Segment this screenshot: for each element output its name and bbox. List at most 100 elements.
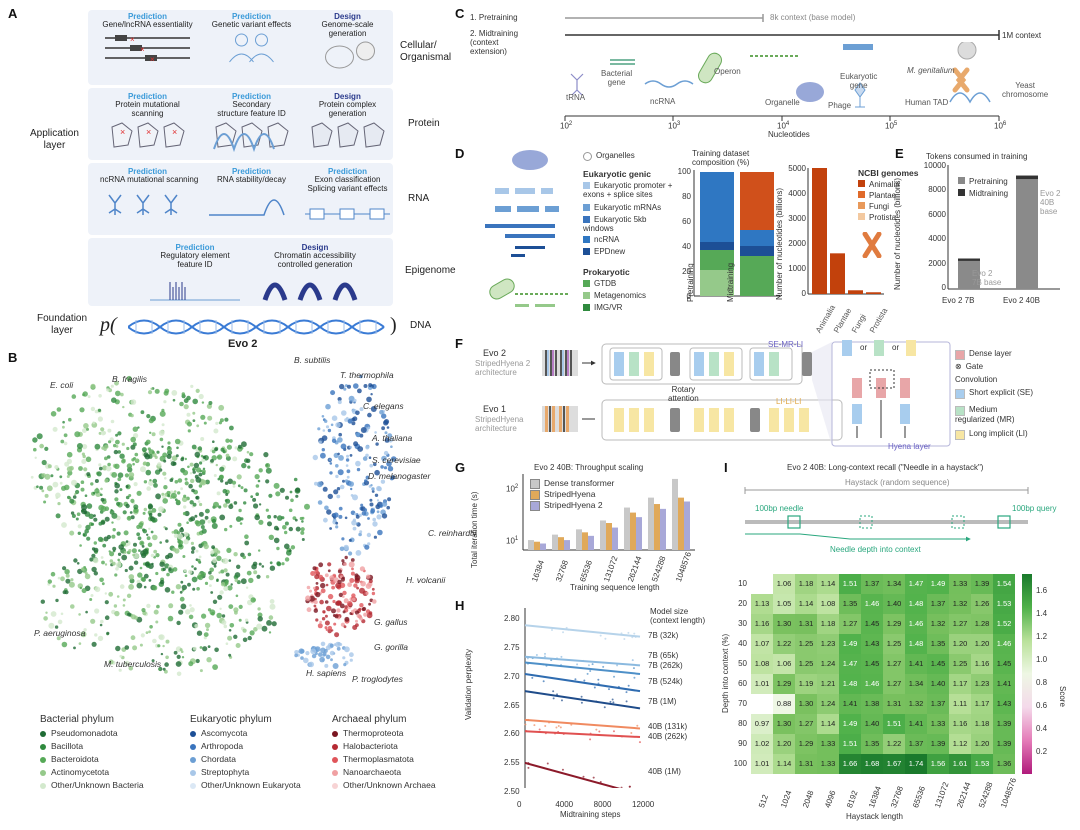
- umap-point: [201, 613, 207, 619]
- stack-mid-ncrna: [740, 246, 774, 256]
- umap-point: [294, 653, 298, 658]
- umap-point: [349, 578, 355, 583]
- legend-text: Eukaryotic promoter + exons + splice sit…: [583, 181, 673, 199]
- umap-point: [348, 551, 353, 556]
- tp-tick-1: 102: [506, 484, 518, 494]
- umap-point: [116, 531, 121, 536]
- gate-icon: ⊗: [955, 362, 962, 371]
- heatmap-cell: 1.54: [993, 574, 1015, 594]
- umap-point: [146, 603, 151, 609]
- perplexity-chart: [524, 608, 641, 788]
- pp-point: [574, 678, 577, 681]
- or-label-1: or: [860, 343, 868, 352]
- umap-point: [48, 622, 55, 629]
- umap-point: [337, 569, 342, 574]
- scale-item-9: Human TAD: [905, 98, 949, 107]
- umap-point: [293, 477, 298, 482]
- umap-point: [366, 396, 372, 403]
- pp-point: [623, 637, 626, 640]
- umap-point: [228, 653, 232, 657]
- umap-point: [141, 545, 145, 548]
- umap-point: [340, 443, 347, 450]
- umap-point: [384, 437, 390, 443]
- umap-point: [110, 384, 114, 388]
- umap-point: [117, 477, 122, 482]
- umap-point: [205, 508, 210, 514]
- pp-point: [628, 785, 631, 788]
- umap-point: [106, 631, 110, 635]
- legend-text: StripedHyena 2: [544, 500, 603, 510]
- umap-point: [359, 374, 363, 379]
- umap-point: [319, 656, 325, 663]
- row-label-cellular: Cellular/ Organismal: [400, 40, 452, 63]
- umap-point: [129, 578, 135, 584]
- pp-point: [531, 676, 534, 679]
- umap-point: [152, 585, 158, 591]
- ncbi-bar-fungi: [848, 290, 863, 294]
- umap-point: [209, 567, 214, 573]
- umap-point: [176, 654, 181, 659]
- umap-point: [246, 570, 252, 576]
- umap-point: [233, 501, 238, 505]
- comp-tick-3: 40: [682, 242, 691, 251]
- species-label-2: B. fragilis: [112, 374, 147, 384]
- umap-point: [202, 455, 206, 459]
- legend-item-label: Bacteroidota: [51, 754, 99, 764]
- umap-point: [189, 604, 192, 607]
- stack-mid-gtdb: [740, 256, 774, 296]
- legend-euk-2: Eukaryotic 5kb windows: [583, 215, 646, 234]
- heatmap-cell: 1.48: [905, 634, 927, 654]
- pp-point: [593, 686, 596, 689]
- umap-point: [50, 474, 54, 478]
- umap-point: [157, 644, 161, 648]
- umap-point: [300, 656, 304, 660]
- umap-point: [219, 607, 222, 610]
- umap-point: [117, 558, 120, 562]
- c-tick-base: 10: [560, 121, 569, 131]
- pp-point: [632, 667, 635, 670]
- umap-point: [52, 481, 59, 488]
- nucleotides-axis-label: Nucleotides: [768, 130, 810, 139]
- heatmap-cell: 1.16: [949, 714, 971, 734]
- cbar-tick-7: 0.2: [1036, 747, 1048, 756]
- umap-point: [143, 452, 149, 458]
- umap-point: [258, 562, 262, 566]
- umap-point: [133, 433, 139, 439]
- umap-point: [79, 586, 83, 590]
- cbar-tick-5: 0.6: [1036, 701, 1048, 710]
- umap-point: [130, 635, 136, 641]
- umap-point: [330, 423, 334, 427]
- umap-point: [367, 412, 372, 418]
- umap-point: [370, 406, 377, 412]
- umap-point: [276, 561, 281, 566]
- umap-point: [134, 452, 139, 457]
- umap-point: [337, 452, 340, 456]
- umap-point: [71, 394, 77, 399]
- umap-point: [159, 561, 165, 567]
- umap-point: [200, 525, 205, 529]
- species-label-4: C. elegans: [363, 401, 404, 411]
- umap-point: [295, 526, 301, 532]
- umap-point: [195, 549, 199, 553]
- swatch-icon: [583, 280, 590, 287]
- pp-line-4: [524, 690, 641, 710]
- umap-point: [183, 398, 189, 404]
- pp-point: [576, 663, 579, 666]
- umap-point: [288, 526, 293, 532]
- umap-point: [335, 464, 339, 468]
- umap-point: [344, 479, 349, 483]
- umap-point: [147, 390, 153, 395]
- umap-point: [106, 534, 111, 540]
- umap-point: [107, 462, 111, 467]
- f-legend-0: Dense layer: [955, 349, 1012, 360]
- umap-point: [182, 555, 186, 558]
- umap-point: [199, 502, 203, 507]
- umap-point: [353, 441, 359, 447]
- umap-point: [225, 572, 230, 577]
- umap-point: [330, 390, 336, 396]
- panel-a-row3-bg: [88, 163, 393, 235]
- umap-point: [325, 628, 328, 631]
- umap-point: [47, 579, 52, 584]
- svg-text:×: ×: [120, 127, 125, 137]
- heatmap-cell: 1.49: [839, 634, 861, 654]
